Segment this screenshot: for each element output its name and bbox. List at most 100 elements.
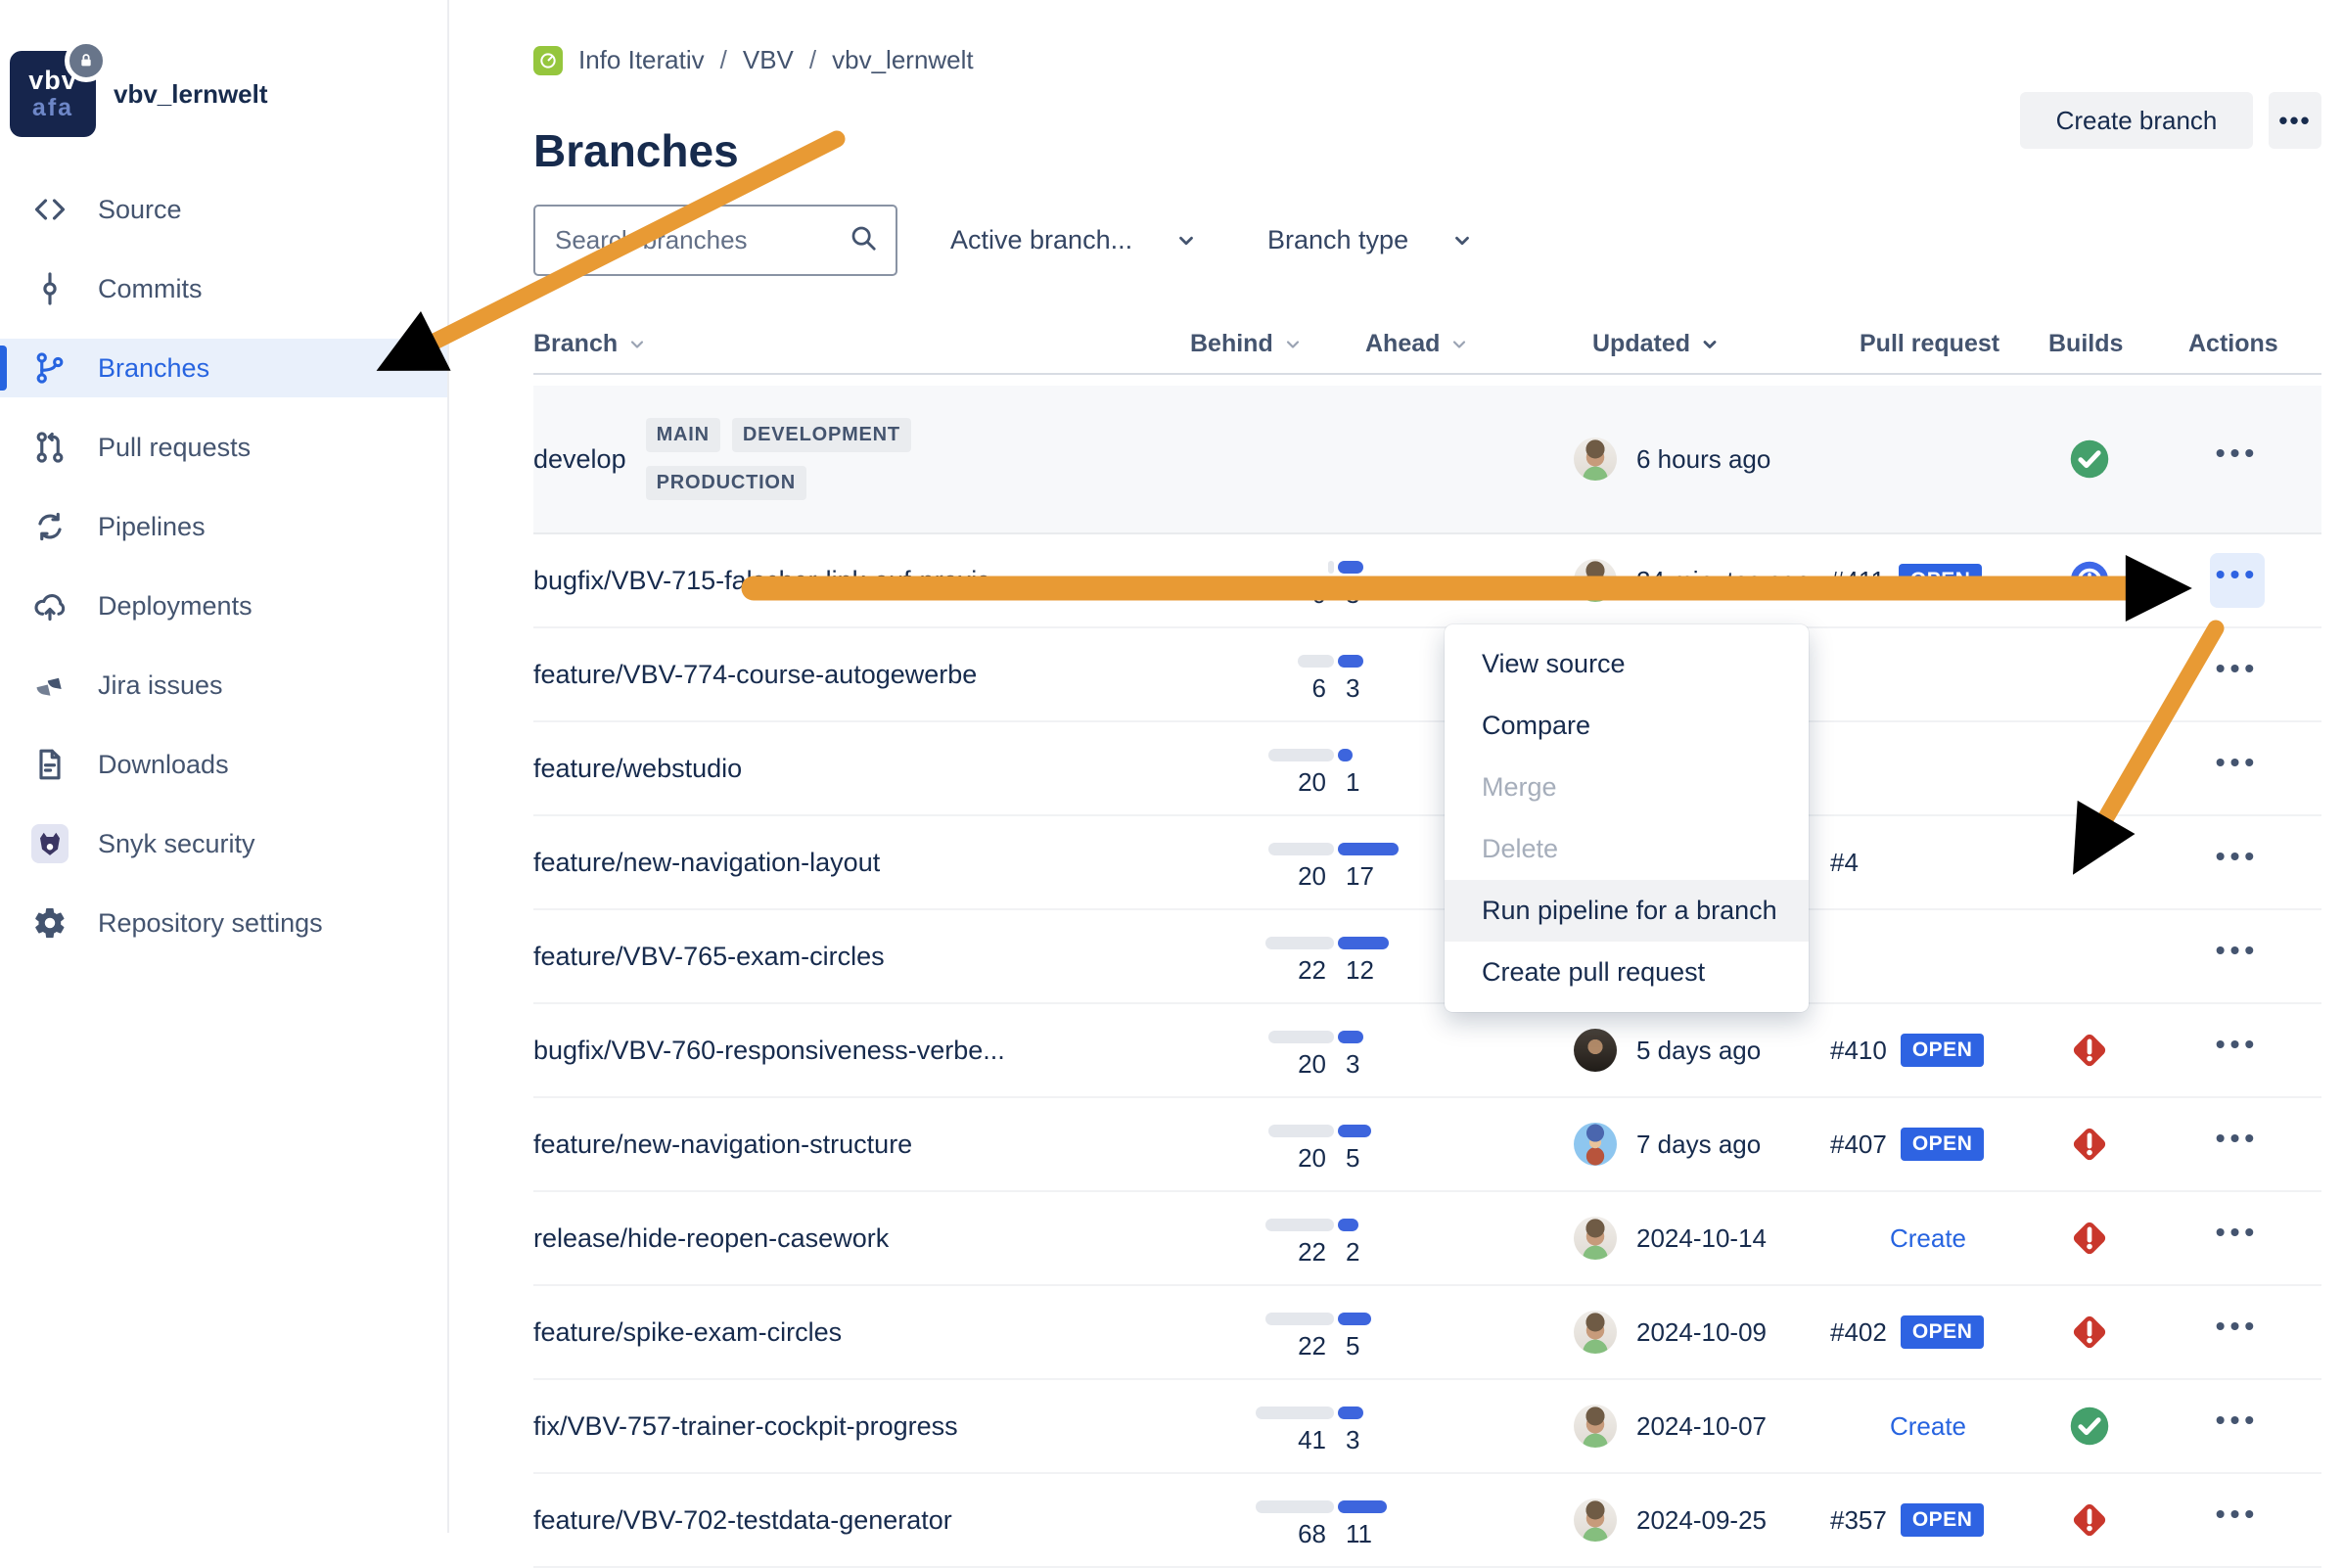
branch-name-link[interactable]: bugfix/VBV-760-responsiveness-verbe... [533, 1035, 1005, 1065]
branch-name-link[interactable]: release/hide-reopen-casework [533, 1222, 890, 1253]
row-actions-button[interactable]: ••• [2215, 438, 2260, 468]
menu-item-run-pipeline-for-a-branch[interactable]: Run pipeline for a branch [1445, 880, 1809, 942]
table-row: feature/new-navigation-layout20174 hours… [533, 816, 2321, 910]
row-actions-button[interactable]: ••• [2215, 1311, 2260, 1341]
jira-icon [31, 667, 69, 704]
pull-request-link[interactable]: #357 [1830, 1504, 1887, 1535]
row-actions-button[interactable]: ••• [2215, 1123, 2260, 1153]
build-status-in-progress-icon[interactable] [2069, 560, 2110, 601]
sidebar-item-pipelines[interactable]: Pipelines [0, 497, 447, 556]
ahead-count: 11 [1346, 1519, 1372, 1548]
branch-name-link[interactable]: feature/webstudio [533, 753, 743, 783]
updated-time: 2024-09-25 [1636, 1504, 1767, 1535]
row-actions-button[interactable]: ••• [2215, 1405, 2260, 1435]
updated-time: 2024-10-14 [1636, 1222, 1767, 1253]
sidebar-item-repository-settings[interactable]: Repository settings [0, 894, 447, 952]
behind-ahead-indicator: 20 5 [1253, 1098, 1419, 1190]
branch-name-link[interactable]: feature/new-navigation-layout [533, 847, 881, 877]
row-actions-button[interactable]: ••• [2215, 747, 2260, 777]
branch-name-link[interactable]: feature/VBV-702-testdata-generator [533, 1504, 952, 1535]
create-pull-request-link[interactable]: Create [1889, 1222, 1967, 1253]
build-status-success-icon[interactable] [2069, 1406, 2110, 1447]
row-actions-button[interactable]: ••• [2215, 1029, 2260, 1059]
ahead-count: 3 [1346, 1425, 1360, 1454]
ahead-bar [1338, 1407, 1363, 1419]
behind-ahead-indicator: 41 3 [1253, 1380, 1419, 1472]
column-header-branch[interactable]: Branch [533, 330, 647, 358]
table-row: fix/VBV-757-trainer-cockpit-progress 41 3 2… [533, 1380, 2321, 1474]
build-status-failed-icon[interactable] [2069, 1124, 2110, 1165]
menu-item-view-source[interactable]: View source [1482, 649, 1626, 678]
breadcrumb-workspace[interactable]: VBV [742, 45, 794, 74]
avatar [1574, 438, 1617, 481]
pull-request-link[interactable]: #4 [1830, 847, 1859, 877]
branch-name-link[interactable]: feature/spike-exam-circles [533, 1316, 843, 1347]
breadcrumb-project[interactable]: Info Iterativ [578, 45, 705, 74]
branch-name-link[interactable]: develop [533, 443, 626, 474]
updated-time: 5 days ago [1636, 1035, 1762, 1065]
branch-name-link[interactable]: feature/VBV-774-course-autogewerbe [533, 659, 978, 689]
more-options-icon: ••• [2278, 105, 2312, 135]
branch-name-link[interactable]: fix/VBV-757-trainer-cockpit-progress [533, 1410, 958, 1441]
sidebar-item-deployments[interactable]: Deployments [0, 576, 447, 635]
branch-name-link[interactable]: feature/VBV-765-exam-circles [533, 941, 885, 971]
sidebar-item-commits[interactable]: Commits [0, 259, 447, 318]
menu-item-create-pull-request[interactable]: Create pull request [1482, 957, 1706, 987]
breadcrumb-repo[interactable]: vbv_lernwelt [832, 45, 974, 74]
pr-status-badge: OPEN [1900, 1128, 1985, 1161]
avatar [1574, 559, 1617, 602]
pull-request-link[interactable]: #402 [1830, 1316, 1887, 1347]
pull-request-link[interactable]: #411 [1830, 565, 1885, 595]
ahead-bar [1338, 1219, 1358, 1231]
branch-name-link[interactable]: feature/new-navigation-structure [533, 1129, 913, 1159]
build-status-failed-icon[interactable] [2069, 1312, 2110, 1353]
updated-time: 6 hours ago [1636, 443, 1771, 474]
branch-icon [31, 349, 69, 387]
table-row: bugfix/VBV-715-falscher-link-auf-praxis.… [533, 534, 2321, 628]
branch-name-link[interactable]: bugfix/VBV-715-falscher-link-auf-praxis.… [533, 565, 1013, 595]
row-actions-button[interactable]: ••• [2215, 1499, 2260, 1529]
updated-time: 7 days ago [1636, 1129, 1762, 1159]
sidebar-item-jira-issues[interactable]: Jira issues [0, 656, 447, 715]
build-status-failed-icon[interactable] [2069, 1030, 2110, 1071]
behind-count: 68 [1298, 1519, 1326, 1548]
create-branch-button[interactable]: Create branch [2020, 92, 2253, 149]
sidebar-item-source[interactable]: Source [0, 180, 447, 239]
row-actions-button[interactable]: ••• [2215, 653, 2260, 683]
branch-type-filter[interactable]: Branch type [1267, 205, 1473, 276]
behind-bar [1268, 749, 1334, 761]
chevron-down-icon [1451, 230, 1473, 252]
ahead-count: 17 [1346, 861, 1374, 891]
pull-request-link[interactable]: #407 [1830, 1129, 1887, 1159]
page-more-options-button[interactable]: ••• [2269, 92, 2321, 149]
row-actions-button[interactable]: ••• [2215, 841, 2260, 871]
behind-count: 22 [1298, 955, 1326, 985]
behind-bar [1268, 1125, 1334, 1137]
sidebar-item-snyk-security[interactable]: Snyk security [0, 814, 447, 873]
build-status-failed-icon[interactable] [2069, 1499, 2110, 1541]
ahead-count: 3 [1346, 1049, 1360, 1079]
sidebar-nav: Source Commits Branches Pull requests Pipeli… [0, 180, 447, 973]
pull-request-link[interactable]: #410 [1830, 1035, 1887, 1065]
column-header-updated[interactable]: Updated [1592, 330, 1720, 358]
row-actions-button[interactable]: ••• [2215, 1217, 2260, 1247]
sidebar-item-pull-requests[interactable]: Pull requests [0, 418, 447, 477]
behind-ahead-indicator: 20 17 [1253, 816, 1419, 908]
sidebar-item-branches[interactable]: Branches [0, 339, 447, 397]
search-branches-box [533, 205, 897, 276]
create-pull-request-link[interactable]: Create [1889, 1410, 1967, 1441]
row-actions-button[interactable]: ••• [2210, 553, 2265, 608]
updated-time: 2024-10-07 [1636, 1410, 1767, 1441]
column-header-ahead[interactable]: Ahead [1365, 330, 1469, 358]
repo-header: vbv afa vbv_lernwelt [10, 39, 268, 137]
sidebar-item-label: Commits [98, 273, 203, 303]
column-header-behind[interactable]: Behind [1190, 330, 1303, 358]
sidebar-item-downloads[interactable]: Downloads [0, 735, 447, 794]
menu-item-compare[interactable]: Compare [1482, 711, 1591, 740]
build-status-failed-icon[interactable] [2069, 1218, 2110, 1259]
build-status-success-icon[interactable] [2069, 438, 2110, 480]
active-branches-filter[interactable]: Active branch... [950, 205, 1197, 276]
row-actions-button[interactable]: ••• [2215, 935, 2260, 965]
search-input[interactable] [535, 225, 849, 255]
